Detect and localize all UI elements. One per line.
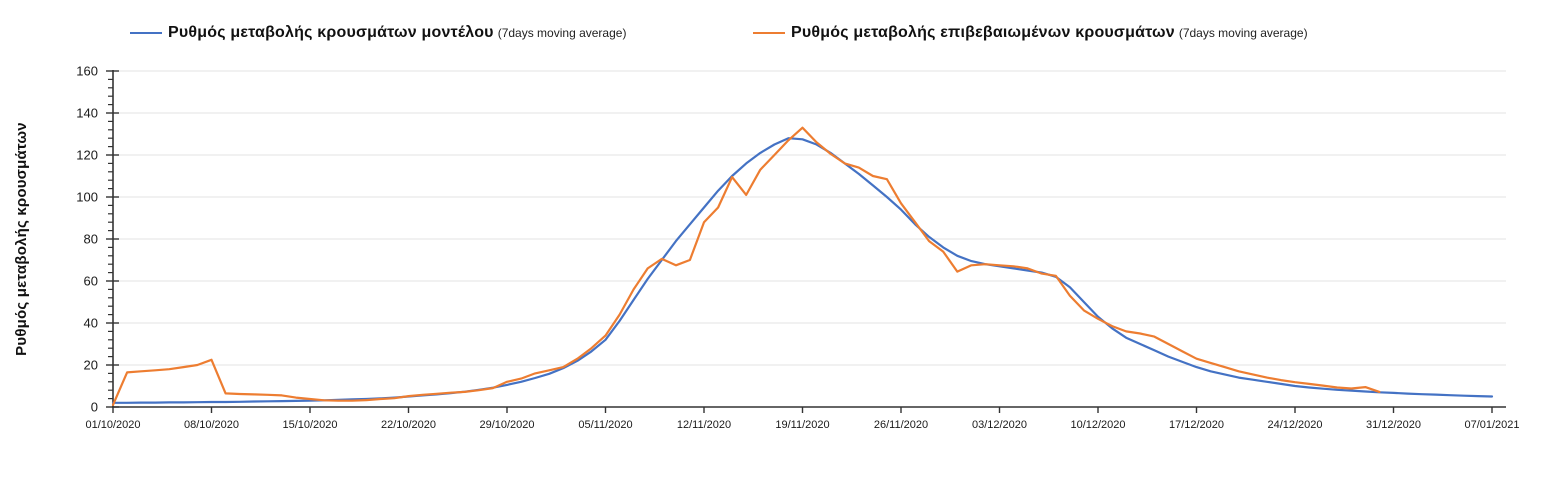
y-tick-label: 120 [76, 148, 98, 163]
y-gridlines [113, 70, 1506, 366]
x-tick-label: 08/10/2020 [184, 419, 239, 431]
confirmed-series-line [111, 126, 1381, 406]
y-tick-label: 100 [76, 190, 98, 205]
x-tick-label: 05/11/2020 [578, 419, 632, 431]
confirmed-line-swatch [753, 31, 785, 35]
x-tick-label: 17/12/2020 [1169, 419, 1224, 431]
x-tick-label: 29/10/2020 [479, 419, 534, 431]
y-tick-label: 40 [84, 316, 98, 331]
model-line-swatch [130, 31, 162, 35]
x-tick-label: 15/10/2020 [282, 419, 337, 431]
x-tick-label: 10/12/2020 [1070, 419, 1125, 431]
y-tick-label: 20 [84, 358, 98, 373]
y-tick-label: 0 [91, 400, 98, 415]
y-tick-label: 80 [84, 232, 98, 247]
y-axis-title: Ρυθμός μεταβολής κρουσμάτων [13, 122, 30, 356]
x-tick-label: 26/11/2020 [874, 419, 928, 431]
x-tick-labels: 01/10/2020 08/10/2020 15/10/2020 22/10/2020… [85, 407, 1520, 431]
y-tick-label: 60 [84, 274, 98, 289]
chart-legend: Ρυθμός μεταβολής κρουσμάτων μοντέλου (7d… [0, 0, 1544, 52]
x-tick-label: 12/11/2020 [677, 419, 731, 431]
x-tick-label: 19/11/2020 [775, 419, 829, 431]
x-tick-label: 24/12/2020 [1267, 419, 1322, 431]
x-tick-label: 03/12/2020 [972, 419, 1027, 431]
x-tick-label: 22/10/2020 [381, 419, 436, 431]
legend-item-model: Ρυθμός μεταβολής κρουσμάτων μοντέλου (7d… [130, 24, 626, 42]
y-tick-labels: 0 20 40 60 80 100 120 140 160 [76, 64, 119, 415]
x-tick-label: 31/12/2020 [1366, 419, 1421, 431]
x-tick-label: 01/10/2020 [85, 419, 140, 431]
y-tick-label: 140 [76, 106, 98, 121]
legend-label-confirmed: Ρυθμός μεταβολής επιβεβαιωμένων κρουσμάτ… [791, 24, 1175, 41]
legend-note-confirmed: (7days moving average) [1178, 26, 1308, 40]
legend-item-confirmed: Ρυθμός μεταβολής επιβεβαιωμένων κρουσμάτ… [753, 24, 1308, 42]
x-tick-label: 07/01/2021 [1464, 419, 1519, 431]
legend-note-model: (7days moving average) [497, 26, 627, 40]
legend-label-model: Ρυθμός μεταβολής κρουσμάτων μοντέλου [168, 24, 494, 41]
model-series-line [111, 137, 1494, 404]
y-tick-label: 160 [76, 64, 98, 79]
y-minor-ticks [108, 78, 113, 400]
